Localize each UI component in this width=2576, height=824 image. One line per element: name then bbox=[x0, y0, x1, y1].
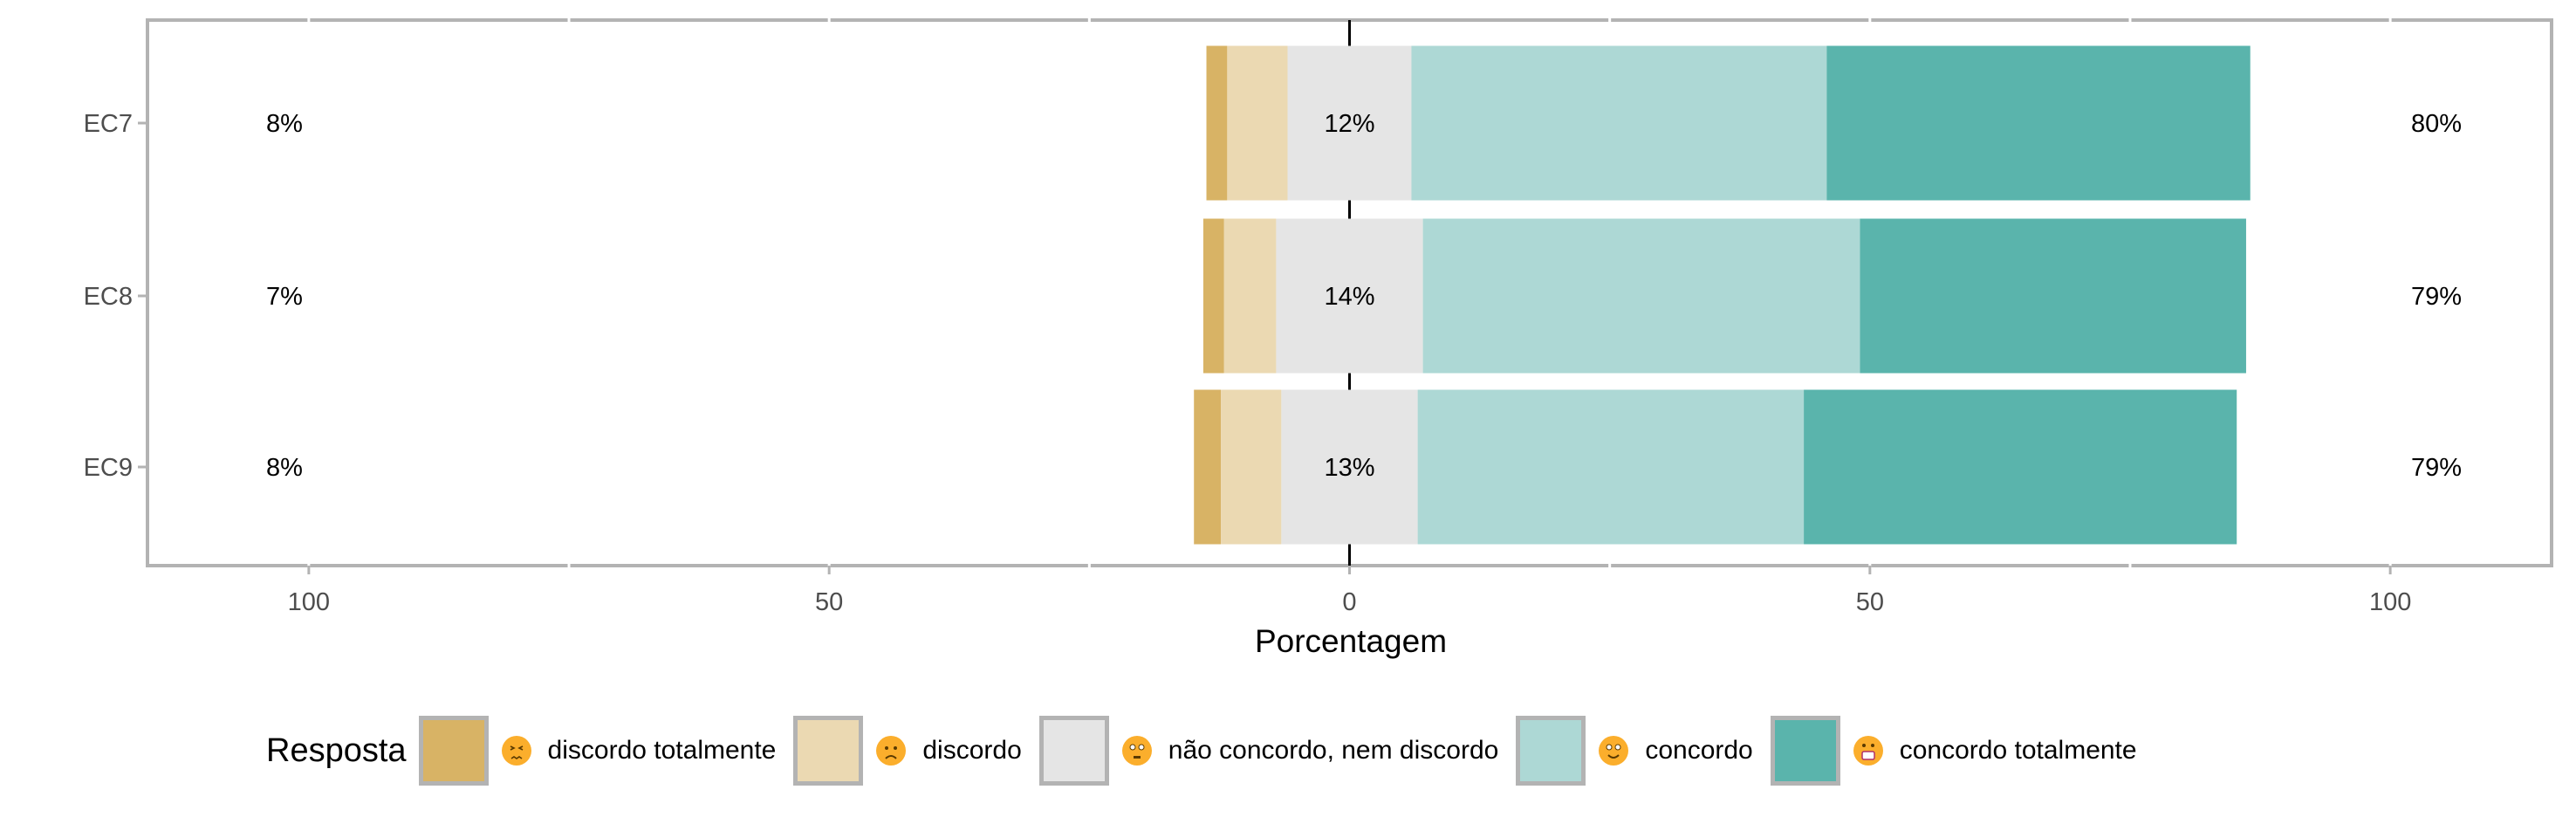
bar-EC8-4 bbox=[1860, 218, 2246, 374]
y-tick-label: EC9 bbox=[84, 454, 133, 482]
grinning-face-icon bbox=[1853, 735, 1884, 766]
bar-EC8-3 bbox=[1422, 218, 1860, 374]
label-agree-EC9: 79% bbox=[2411, 454, 2462, 482]
bar-EC8-0 bbox=[1202, 218, 1224, 374]
legend: Resposta discordo totalmente discordo não … bbox=[266, 715, 2155, 786]
bar-EC7-1 bbox=[1227, 45, 1288, 201]
label-disagree-EC9: 8% bbox=[266, 454, 303, 482]
label-agree-EC7: 80% bbox=[2411, 110, 2462, 138]
y-tick-label: EC7 bbox=[84, 110, 133, 138]
label-agree-EC8: 79% bbox=[2411, 283, 2462, 311]
x-tick-label: 50 bbox=[1856, 588, 1884, 616]
legend-key-1 bbox=[793, 716, 864, 786]
slightly-smiling-face-icon bbox=[1598, 735, 1629, 766]
legend-label-0: discordo totalmente bbox=[547, 736, 777, 765]
legend-label-1: discordo bbox=[922, 736, 1022, 765]
bar-EC9-3 bbox=[1417, 389, 1805, 545]
x-tick-label: 0 bbox=[1342, 588, 1356, 616]
label-disagree-EC8: 7% bbox=[266, 283, 303, 311]
legend-label-3: concordo bbox=[1645, 736, 1753, 765]
x-tick-label: 100 bbox=[288, 588, 330, 616]
legend-key-3 bbox=[1516, 716, 1586, 786]
legend-title: Resposta bbox=[266, 731, 407, 769]
bar-EC8-1 bbox=[1223, 218, 1277, 374]
confounded-face-icon bbox=[501, 735, 532, 766]
bar-EC7-0 bbox=[1206, 45, 1228, 201]
frowning-face-icon bbox=[875, 735, 907, 766]
legend-key-2 bbox=[1038, 716, 1109, 786]
bar-EC7-4 bbox=[1826, 45, 2251, 201]
legend-key-0 bbox=[418, 716, 489, 786]
y-tick-label: EC8 bbox=[84, 283, 133, 311]
legend-label-2: não concordo, nem discordo bbox=[1168, 736, 1499, 765]
likert-chart: 8% 12% 80% EC7 7% 14% 79% EC8 8% 13% 79% EC9 100 50 0… bbox=[84, 17, 2553, 659]
bar-EC8-2 bbox=[1276, 218, 1423, 374]
bar-EC9-1 bbox=[1221, 389, 1282, 545]
label-neutral-EC8: 14% bbox=[1324, 283, 1374, 311]
legend-label-4: concordo totalmente bbox=[1899, 736, 2137, 765]
bar-EC9-0 bbox=[1194, 389, 1222, 545]
x-axis-title: Porcentagem bbox=[1255, 623, 1447, 659]
legend-key-4 bbox=[1770, 716, 1840, 786]
bar-EC7-3 bbox=[1411, 45, 1827, 201]
label-neutral-EC9: 13% bbox=[1324, 454, 1374, 482]
bar-EC7-2 bbox=[1287, 45, 1412, 201]
bar-EC9-2 bbox=[1281, 389, 1418, 545]
neutral-face-icon bbox=[1121, 735, 1153, 766]
x-tick-label: 100 bbox=[2369, 588, 2411, 616]
x-tick-label: 50 bbox=[815, 588, 843, 616]
bar-EC9-4 bbox=[1804, 389, 2237, 545]
label-neutral-EC7: 12% bbox=[1324, 110, 1374, 138]
label-disagree-EC7: 8% bbox=[266, 110, 303, 138]
